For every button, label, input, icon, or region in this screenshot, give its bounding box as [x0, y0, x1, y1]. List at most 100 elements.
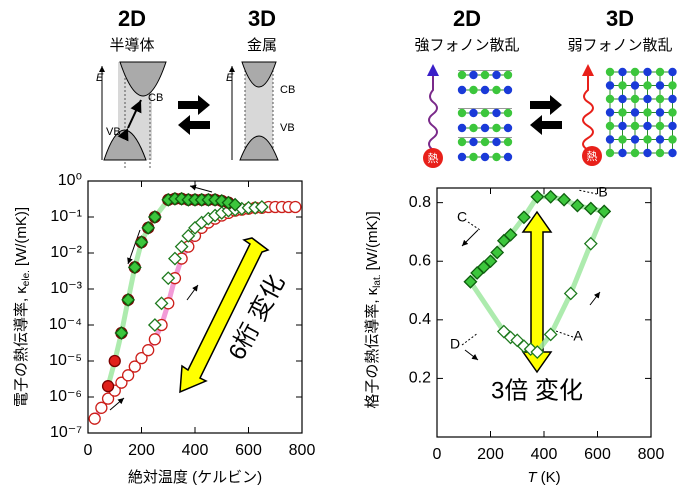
atom — [469, 70, 478, 80]
atom — [655, 94, 665, 104]
transition-arrows — [178, 95, 562, 135]
atom — [503, 123, 513, 133]
y-tick-label: 0.4 — [409, 311, 431, 328]
atom — [668, 121, 677, 131]
atom — [480, 108, 490, 118]
data-point — [88, 412, 101, 425]
x-tick-label: 400 — [182, 442, 209, 459]
band-diagram: E CB VB — [226, 61, 295, 161]
atom — [643, 121, 652, 131]
x-tick-label: 0 — [433, 446, 442, 463]
data-point — [174, 239, 189, 254]
data-point — [168, 251, 182, 266]
atom — [655, 67, 665, 77]
direction-arrows — [109, 184, 601, 411]
data-point — [114, 326, 129, 340]
data-point — [121, 369, 135, 382]
data-point — [530, 189, 545, 204]
atom — [643, 81, 652, 90]
data-point — [543, 189, 558, 204]
data-point — [147, 210, 162, 224]
header-2d: 2D — [118, 6, 146, 31]
atom — [668, 67, 677, 77]
data-point — [583, 236, 598, 251]
data-point — [181, 228, 196, 243]
header-3d: 3D — [248, 6, 276, 31]
data-point — [503, 330, 518, 345]
y-tick-label: 10⁻⁵ — [49, 352, 82, 369]
data-point — [95, 401, 108, 414]
atom — [643, 67, 652, 77]
atom — [469, 152, 478, 162]
atom — [605, 81, 615, 90]
heat-label: 熱 — [428, 152, 439, 165]
atom — [469, 123, 478, 133]
data-point — [490, 245, 505, 260]
band-label: CB — [280, 84, 295, 96]
data-point — [135, 351, 148, 365]
data-point — [557, 192, 571, 207]
y-tick-label: 10⁻¹ — [50, 208, 82, 225]
header-sub: 弱フォノン散乱 — [567, 37, 672, 54]
atom — [618, 67, 627, 77]
atom — [630, 108, 640, 117]
y-tick-label: 0.2 — [409, 370, 431, 387]
band-label: VB — [280, 122, 295, 134]
atom — [668, 148, 677, 158]
data-point — [121, 292, 136, 307]
y-tick-label: 10⁻² — [50, 244, 82, 261]
atom — [618, 81, 627, 90]
atom — [605, 121, 615, 131]
atom — [655, 135, 665, 144]
atom — [630, 81, 640, 90]
x-tick-label: 0 — [84, 442, 93, 459]
atom — [457, 152, 467, 162]
data-point — [154, 296, 169, 311]
band-label: E — [226, 72, 234, 84]
data-point — [228, 197, 243, 212]
y-tick-label: 10⁻⁶ — [49, 388, 82, 405]
change-arrow — [179, 210, 553, 394]
y-tick-label: 0.8 — [409, 194, 431, 211]
atom — [480, 137, 490, 147]
header-sub: 半導体 — [109, 37, 154, 54]
data-point — [127, 260, 142, 275]
x-tick-label: 400 — [531, 446, 558, 463]
data-point — [128, 360, 141, 373]
data-point — [148, 333, 162, 346]
atom — [630, 67, 640, 77]
atom — [503, 152, 513, 162]
atom — [480, 70, 490, 80]
atom — [655, 121, 665, 131]
x-tick-label: 600 — [235, 442, 262, 459]
data-point — [134, 235, 149, 250]
x-tick-label: 200 — [128, 442, 155, 459]
x-tick-label: 800 — [289, 442, 316, 459]
atom — [503, 85, 513, 95]
atom — [668, 108, 677, 117]
atom — [480, 123, 490, 133]
header-3d: 3D — [606, 6, 634, 31]
header-sub: 金属 — [247, 37, 277, 54]
atom — [618, 135, 627, 144]
lattice — [457, 67, 677, 162]
atom — [457, 85, 467, 95]
y-tick-label: 10⁻³ — [50, 280, 82, 297]
atom — [605, 67, 615, 77]
atom — [618, 108, 627, 117]
data-point — [517, 210, 531, 225]
atom — [480, 85, 490, 95]
atom — [618, 94, 627, 104]
atom — [469, 137, 478, 147]
data-point — [463, 274, 478, 289]
heat-label: 熱 — [587, 150, 598, 163]
data-point — [142, 344, 155, 357]
data-point — [503, 227, 518, 242]
atom — [618, 121, 627, 131]
data-point — [108, 354, 121, 368]
atom — [605, 108, 615, 117]
atom — [643, 108, 652, 117]
annotation: D — [450, 336, 460, 352]
atom — [668, 94, 677, 104]
